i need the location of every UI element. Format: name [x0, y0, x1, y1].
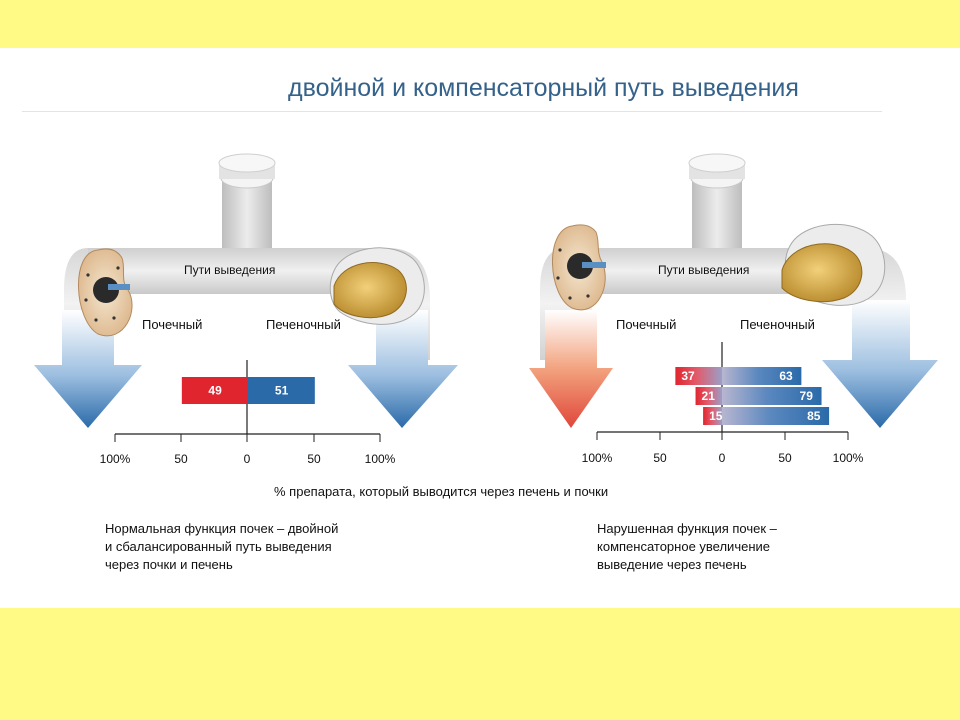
- renal-bar: [695, 387, 722, 405]
- tick-label: 100%: [581, 451, 613, 465]
- caption-line: Нормальная функция почек – двойной: [105, 521, 339, 536]
- left-chart: 49 51: [114, 360, 381, 442]
- renal-value-label: 37: [681, 369, 695, 383]
- left-hepatic-arrow: [348, 310, 458, 428]
- caption-line: через почки и печень: [105, 557, 233, 572]
- tick-label: 0: [718, 451, 726, 465]
- caption-line: Нарушенная функция почек –: [597, 521, 777, 536]
- renal-value-label: 49: [208, 384, 222, 398]
- tick-label: 50: [307, 452, 321, 466]
- hepatic-value-label: 51: [275, 384, 289, 398]
- renal-value-label: 21: [702, 389, 716, 403]
- left-renal-arrow: [34, 310, 142, 428]
- right-caption: Нарушенная функция почек – компенсаторно…: [597, 520, 777, 574]
- tick-label: 100%: [99, 452, 131, 466]
- left-renal-label: Почечный: [142, 317, 203, 332]
- hepatic-bar: [722, 387, 822, 405]
- kidney-icon: [78, 248, 133, 337]
- right-chart: 37 63 21 79 15 85: [596, 342, 849, 440]
- liver-icon: [329, 247, 425, 325]
- renal-value-label: 15: [709, 409, 723, 423]
- hepatic-bar: [247, 377, 315, 404]
- renal-bar: [181, 377, 247, 404]
- right-renal-label: Почечный: [616, 317, 677, 332]
- tick-label: 0: [243, 452, 251, 466]
- caption-line: выведение через печень: [597, 557, 747, 572]
- content-panel: [0, 48, 960, 608]
- right-hepatic-arrow: [822, 300, 938, 428]
- caption-line: и сбалансированный путь выведения: [105, 539, 332, 554]
- tick-label: 100%: [832, 451, 864, 465]
- liver-icon: [781, 223, 886, 306]
- title-divider: [22, 111, 882, 112]
- kidney-icon: [552, 224, 606, 311]
- tick-label: 50: [174, 452, 188, 466]
- right-hepatic-label: Печеночный: [740, 317, 815, 332]
- renal-bar: [675, 367, 722, 385]
- right-renal-arrow: [529, 310, 613, 428]
- caption-line: компенсаторное увеличение: [597, 539, 770, 554]
- left-hepatic-label: Печеночный: [266, 317, 341, 332]
- left-pathway-label: Пути выведения: [184, 263, 276, 277]
- axis-label: % препарата, который выводится через печ…: [274, 484, 609, 499]
- hepatic-value-label: 63: [779, 369, 793, 383]
- hepatic-value-label: 85: [807, 409, 821, 423]
- tick-label: 50: [778, 451, 792, 465]
- left-caption: Нормальная функция почек – двойной и сба…: [105, 520, 338, 574]
- hepatic-bar: [722, 407, 830, 425]
- renal-bar: [703, 407, 722, 425]
- right-pathway-label: Пути выведения: [658, 263, 750, 277]
- tick-label: 100%: [364, 452, 396, 466]
- slide-title: двойной и компенсаторный путь выведения: [288, 74, 799, 102]
- hepatic-bar: [722, 367, 802, 385]
- hepatic-value-label: 79: [800, 389, 814, 403]
- tick-label: 50: [653, 451, 667, 465]
